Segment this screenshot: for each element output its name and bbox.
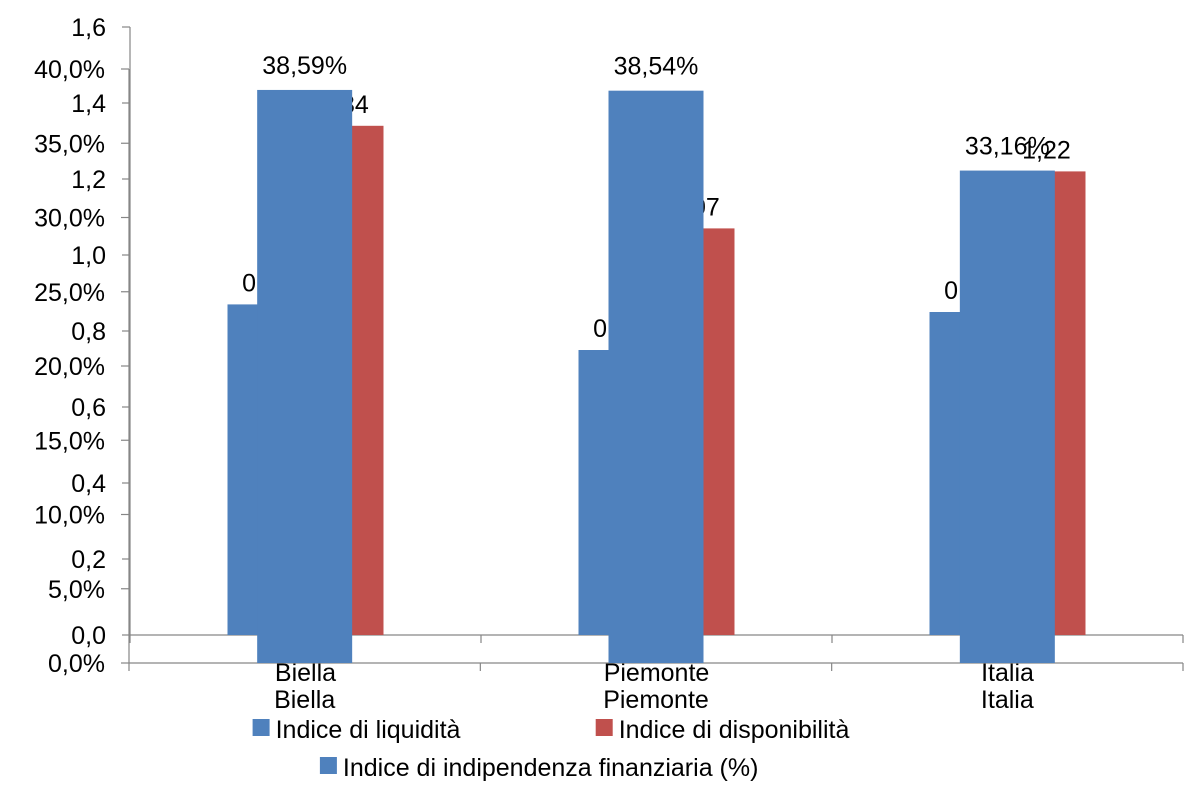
back-y-tick-label: 1,0 — [71, 242, 106, 270]
front-data-label: 38,59% — [262, 52, 347, 80]
front-category-label: Biella — [274, 686, 335, 714]
legend-label: Indice di disponibilità — [619, 716, 850, 744]
back-y-tick-label: 1,6 — [71, 14, 106, 42]
front-y-tick-label: 35,0% — [34, 130, 105, 158]
back-data-label: 1,22 — [1022, 136, 1071, 164]
legend-swatch — [319, 757, 337, 774]
front-y-tick-label: 30,0% — [34, 205, 105, 233]
back-category-label: Piemonte — [604, 659, 710, 687]
legend-label: Indice di liquidità — [276, 716, 461, 744]
back-y-tick-label: 1,2 — [71, 166, 106, 194]
chart-front-layer: 0,0% 5,0% 10,0% 15,0% 20,0% 25,0% 30,0% 35,0% 40… — [34, 52, 1184, 714]
front-bar — [959, 170, 1055, 663]
front-bar — [257, 89, 353, 664]
back-y-tick-label: 1,4 — [71, 90, 106, 118]
back-y-tick-label: 0,2 — [71, 546, 106, 574]
front-y-tick-label: 0,0% — [48, 650, 105, 678]
front-y-tick-label: 20,0% — [34, 353, 105, 381]
legend: Indice di liquidità Indice di disponibili… — [252, 716, 850, 782]
front-y-tick-label: 40,0% — [34, 56, 105, 84]
front-y-tick-label: 10,0% — [34, 502, 105, 530]
back-y-tick-label: 0,6 — [71, 394, 106, 422]
front-data-label: 38,54% — [614, 53, 699, 81]
front-data-label: 33,16% — [965, 133, 1050, 161]
back-category-label: Biella — [275, 659, 336, 687]
back-y-tick-label: 0,0 — [71, 622, 106, 650]
front-category-label: Italia — [981, 686, 1034, 714]
legend-label: Indice di indipendenza finanziaria (%) — [343, 754, 759, 782]
front-category-label: Piemonte — [603, 686, 709, 714]
back-category-label: Italia — [981, 659, 1034, 687]
front-y-tick-label: 25,0% — [34, 279, 105, 307]
front-y-tick-label: 15,0% — [34, 427, 105, 455]
back-y-tick-label: 0,4 — [71, 470, 106, 498]
front-y-tick-label: 5,0% — [48, 576, 105, 604]
legend-swatch — [252, 719, 270, 736]
front-bar — [608, 90, 704, 663]
back-y-tick-label: 0,8 — [71, 318, 106, 346]
legend-swatch — [595, 719, 613, 736]
